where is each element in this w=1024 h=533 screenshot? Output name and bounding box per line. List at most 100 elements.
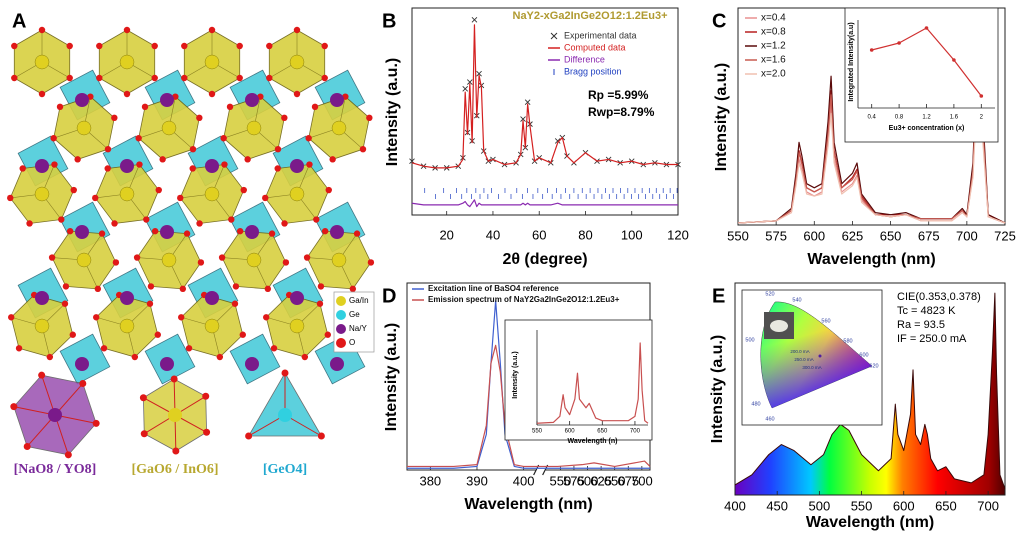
na-atom <box>245 357 259 371</box>
na-atom <box>75 93 89 107</box>
o-atom <box>96 74 103 82</box>
current-label: 200.0 mA <box>790 349 809 354</box>
na-atom <box>245 93 259 107</box>
legend-marker <box>550 32 558 40</box>
ga-atom <box>204 186 220 202</box>
o-atom <box>306 161 313 168</box>
locus-label: 620 <box>869 363 878 369</box>
o-atom <box>92 194 99 202</box>
o-atom <box>196 114 203 122</box>
o-atom <box>317 432 325 440</box>
locus-label: 600 <box>859 352 868 358</box>
x-tick-label: 650 <box>880 228 902 243</box>
legend-label: x=0.4 <box>761 13 786 24</box>
o-atom <box>151 227 159 235</box>
o-atom <box>136 161 143 168</box>
o-atom <box>154 331 161 338</box>
ga-atom <box>331 120 347 136</box>
o-atom <box>96 42 103 50</box>
o-atom <box>46 353 54 361</box>
x-tick-label: 600 <box>577 473 599 488</box>
o-atom <box>48 254 56 261</box>
data-point <box>467 79 473 85</box>
legend-atom <box>336 338 346 348</box>
na-atom <box>160 225 174 239</box>
o-atom <box>281 369 289 377</box>
o-atom <box>263 314 270 321</box>
legend-label: Bragg position <box>564 66 622 76</box>
o-atom <box>93 314 100 321</box>
o-atom <box>79 380 87 388</box>
panel-letter: B <box>382 10 396 32</box>
center-atom <box>278 408 292 422</box>
na-atom <box>330 225 344 239</box>
ga-atom <box>246 120 262 136</box>
legend-atom <box>336 310 346 320</box>
na-atom <box>35 159 49 173</box>
o-atom <box>232 283 240 290</box>
o-atom <box>112 259 120 266</box>
unit-bond <box>54 414 69 455</box>
na-atom <box>75 225 89 239</box>
x-axis-label: Eu3+ concentration (x) <box>889 125 965 132</box>
x-tick-label: 700 <box>977 498 999 513</box>
data-point <box>524 99 531 106</box>
chart-panel: E 400 450 500 550 600 650 700 Wavelength (nm) Int… <box>709 282 1006 531</box>
ga-atom <box>34 54 50 70</box>
ga-atom <box>34 186 50 202</box>
x-tick-label: 400 <box>724 498 746 513</box>
data-line <box>411 24 678 169</box>
annotation: CIE(0.353,0.378) <box>897 291 981 303</box>
o-atom <box>15 345 23 352</box>
y-axis-label: Intensity (a.u.) <box>512 351 519 398</box>
o-atom <box>11 42 18 50</box>
o-atom <box>321 42 328 50</box>
data-point <box>952 58 956 62</box>
x-axis-label: Wavelength (nm) <box>806 514 934 531</box>
unit-bond <box>54 383 84 416</box>
annotation: Ra = 93.5 <box>897 319 945 331</box>
ga-atom <box>289 54 305 70</box>
o-atom <box>325 186 332 194</box>
x-tick-label: 550 <box>851 498 873 513</box>
o-atom <box>311 103 319 111</box>
o-atom <box>264 285 272 293</box>
y-axis-label: Intensity (a.u.) <box>383 323 400 431</box>
x-tick-label: 100 <box>621 227 643 242</box>
na-atom <box>160 93 174 107</box>
o-atom <box>189 165 196 172</box>
o-atom <box>181 42 188 50</box>
current-label: 250.0 mA <box>794 357 813 362</box>
center-atom <box>48 408 62 422</box>
x-tick-label: 725 <box>994 228 1016 243</box>
current-label: 300.0 mA <box>802 365 821 370</box>
o-atom <box>66 42 73 50</box>
o-atom <box>239 331 246 338</box>
o-atom <box>293 26 301 34</box>
o-atom <box>38 90 46 98</box>
o-atom <box>244 156 251 163</box>
ga-atom <box>119 186 135 202</box>
o-atom <box>123 26 131 34</box>
panel-letter: C <box>712 10 726 32</box>
o-atom <box>131 353 139 361</box>
ga-atom <box>76 120 92 136</box>
center-atom <box>168 408 182 422</box>
legend-label: x=1.6 <box>761 55 786 66</box>
x-tick-label: 600 <box>893 498 915 513</box>
axis-break-gap <box>535 467 546 473</box>
locus-label: 560 <box>821 318 830 324</box>
o-atom <box>135 134 142 142</box>
na-atom <box>35 291 49 305</box>
data-line <box>536 342 649 424</box>
panel-letter: D <box>382 285 396 307</box>
ga-atom <box>246 252 262 268</box>
x-tick-label: 625 <box>842 228 864 243</box>
x-tick-label: 450 <box>766 498 788 513</box>
x-tick-label: 575 <box>563 473 585 488</box>
x-tick-label: 0.8 <box>895 115 904 121</box>
ga-atom <box>161 252 177 268</box>
o-atom <box>92 419 100 427</box>
annotation: Rp =5.99% <box>588 88 649 102</box>
